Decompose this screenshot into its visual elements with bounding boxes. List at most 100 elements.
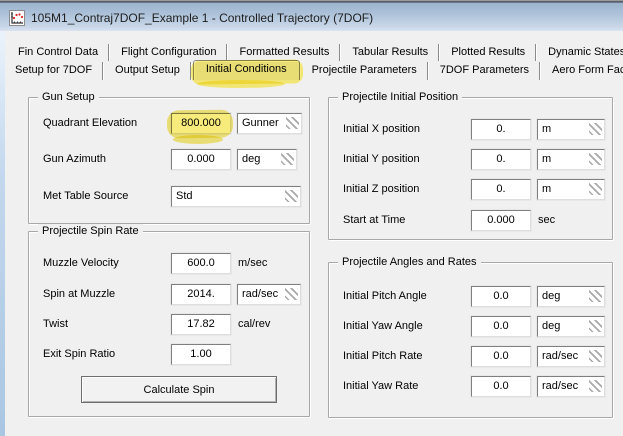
dropdown-grip-icon [589, 380, 602, 392]
initial-yaw-angle-label: Initial Yaw Angle [343, 320, 423, 332]
dropdown-grip-icon [285, 288, 298, 300]
met-table-source-combo[interactable]: Std [171, 185, 301, 207]
title-bar: 105M1_Contraj7DOF_Example 1 - Controlled… [0, 0, 623, 31]
start-at-time-unit: sec [538, 214, 556, 226]
initial-pitch-angle-row: Initial Pitch Angle deg [343, 285, 605, 307]
initial-x-position-unit-value: m [542, 123, 552, 135]
dropdown-grip-icon [589, 153, 602, 165]
group-projectile-spin-rate: Projectile Spin Rate Muzzle Velocity m/s… [28, 224, 310, 417]
quadrant-elevation-unit-value: Gunner [242, 117, 279, 129]
tab-setup-for-7dof[interactable]: Setup for 7DOF [5, 62, 104, 80]
group-projectile-initial-position-legend: Projectile Initial Position [338, 90, 463, 104]
met-table-source-label: Met Table Source [43, 190, 129, 202]
exit-spin-ratio-input[interactable] [171, 343, 231, 365]
initial-z-position-input[interactable] [471, 178, 531, 200]
initial-pitch-rate-unit-value: rad/sec [542, 350, 579, 362]
spin-at-muzzle-label: Spin at Muzzle [43, 288, 116, 300]
gun-azimuth-label: Gun Azimuth [43, 153, 106, 165]
tab-formatted-results[interactable]: Formatted Results [229, 44, 341, 61]
initial-yaw-rate-label: Initial Yaw Rate [343, 380, 419, 392]
initial-x-position-unit-combo[interactable]: m [537, 118, 605, 140]
initial-yaw-rate-input[interactable] [471, 375, 531, 397]
group-gun-setup-legend: Gun Setup [38, 90, 99, 104]
initial-yaw-angle-unit-value: deg [542, 320, 561, 332]
tab-output-setup[interactable]: Output Setup [105, 62, 191, 80]
highlighter-annotation [173, 134, 223, 144]
tab-projectile-parameters[interactable]: Projectile Parameters [301, 62, 428, 80]
muzzle-velocity-label: Muzzle Velocity [43, 257, 119, 269]
spin-at-muzzle-row: Spin at Muzzle rad/sec [43, 283, 302, 305]
gun-azimuth-row: Gun Azimuth deg [43, 148, 302, 170]
exit-spin-ratio-row: Exit Spin Ratio [43, 343, 302, 365]
tab-aero-form-factors[interactable]: Aero Form Factors [542, 62, 623, 80]
initial-y-position-input[interactable] [471, 148, 531, 170]
dropdown-grip-icon [589, 183, 602, 195]
spin-at-muzzle-unit-value: rad/sec [242, 288, 279, 300]
quadrant-elevation-input[interactable] [171, 112, 231, 134]
muzzle-velocity-input[interactable] [171, 252, 231, 274]
calculate-spin-button[interactable]: Calculate Spin [81, 376, 277, 403]
initial-pitch-angle-unit-value: deg [542, 290, 561, 302]
initial-x-position-row: Initial X position m [343, 118, 605, 140]
tab-dynamic-states[interactable]: Dynamic States [538, 44, 623, 61]
dropdown-grip-icon [589, 350, 602, 362]
dropdown-grip-icon [589, 290, 602, 302]
tab-strip-row1: Fin Control Data Flight Configuration Fo… [8, 44, 623, 61]
initial-pitch-angle-unit-combo[interactable]: deg [537, 285, 605, 307]
group-projectile-angles-rates: Projectile Angles and Rates Initial Pitc… [328, 255, 613, 418]
twist-input[interactable] [171, 313, 231, 335]
initial-pitch-rate-input[interactable] [471, 345, 531, 367]
twist-label: Twist [43, 318, 69, 330]
met-table-source-value: Std [176, 190, 193, 202]
initial-y-position-unit-value: m [542, 153, 552, 165]
initial-pitch-rate-unit-combo[interactable]: rad/sec [537, 345, 605, 367]
initial-z-position-label: Initial Z position [343, 183, 420, 195]
initial-yaw-angle-unit-combo[interactable]: deg [537, 315, 605, 337]
group-gun-setup: Gun Setup Quadrant Elevation Gunner Gun … [28, 90, 310, 224]
spin-at-muzzle-unit-combo[interactable]: rad/sec [237, 283, 301, 305]
tab-tabular-results[interactable]: Tabular Results [342, 44, 440, 61]
dropdown-grip-icon [281, 153, 294, 165]
tab-plotted-results[interactable]: Plotted Results [441, 44, 537, 61]
initial-y-position-unit-combo[interactable]: m [537, 148, 605, 170]
initial-pitch-angle-input[interactable] [471, 285, 531, 307]
initial-z-position-row: Initial Z position m [343, 178, 605, 200]
initial-yaw-rate-row: Initial Yaw Rate rad/sec [343, 375, 605, 397]
group-projectile-initial-position: Projectile Initial Position Initial X po… [328, 90, 613, 240]
gun-azimuth-input[interactable] [171, 148, 231, 170]
quadrant-elevation-row: Quadrant Elevation Gunner [43, 109, 302, 144]
dropdown-grip-icon [589, 123, 602, 135]
initial-yaw-rate-unit-value: rad/sec [542, 380, 579, 392]
initial-pitch-angle-label: Initial Pitch Angle [343, 290, 427, 302]
muzzle-velocity-row: Muzzle Velocity m/sec [43, 252, 302, 274]
initial-yaw-angle-input[interactable] [471, 315, 531, 337]
initial-yaw-angle-row: Initial Yaw Angle deg [343, 315, 605, 337]
group-projectile-angles-rates-legend: Projectile Angles and Rates [338, 255, 481, 269]
tab-fin-control-data[interactable]: Fin Control Data [8, 44, 110, 61]
quadrant-elevation-unit-combo[interactable]: Gunner [237, 112, 302, 134]
twist-unit: cal/rev [238, 318, 271, 330]
tab-initial-conditions-label: Initial Conditions [205, 63, 287, 75]
muzzle-velocity-unit: m/sec [238, 257, 268, 269]
dropdown-grip-icon [286, 117, 299, 129]
initial-z-position-unit-combo[interactable]: m [537, 178, 605, 200]
initial-x-position-label: Initial X position [343, 123, 421, 135]
group-projectile-spin-rate-legend: Projectile Spin Rate [38, 224, 143, 238]
tab-flight-configuration[interactable]: Flight Configuration [111, 44, 228, 61]
initial-pitch-rate-row: Initial Pitch Rate rad/sec [343, 345, 605, 367]
initial-pitch-rate-label: Initial Pitch Rate [343, 350, 423, 362]
gun-azimuth-unit-combo[interactable]: deg [237, 148, 297, 170]
initial-x-position-input[interactable] [471, 118, 531, 140]
start-at-time-input[interactable] [471, 209, 531, 231]
initial-yaw-rate-unit-combo[interactable]: rad/sec [537, 375, 605, 397]
initial-y-position-label: Initial Y position [343, 153, 420, 165]
exit-spin-ratio-label: Exit Spin Ratio [43, 348, 116, 360]
dropdown-grip-icon [285, 190, 298, 202]
tab-7dof-parameters[interactable]: 7DOF Parameters [429, 62, 540, 80]
tab-initial-conditions[interactable]: Initial Conditions [190, 59, 303, 88]
window-title: 105M1_Contraj7DOF_Example 1 - Controlled… [31, 10, 374, 25]
start-at-time-row: Start at Time sec [343, 209, 605, 231]
twist-row: Twist cal/rev [43, 313, 302, 335]
spin-at-muzzle-input[interactable] [171, 283, 231, 305]
tab-strip-row2: Setup for 7DOF Output Setup Initial Cond… [5, 59, 623, 88]
